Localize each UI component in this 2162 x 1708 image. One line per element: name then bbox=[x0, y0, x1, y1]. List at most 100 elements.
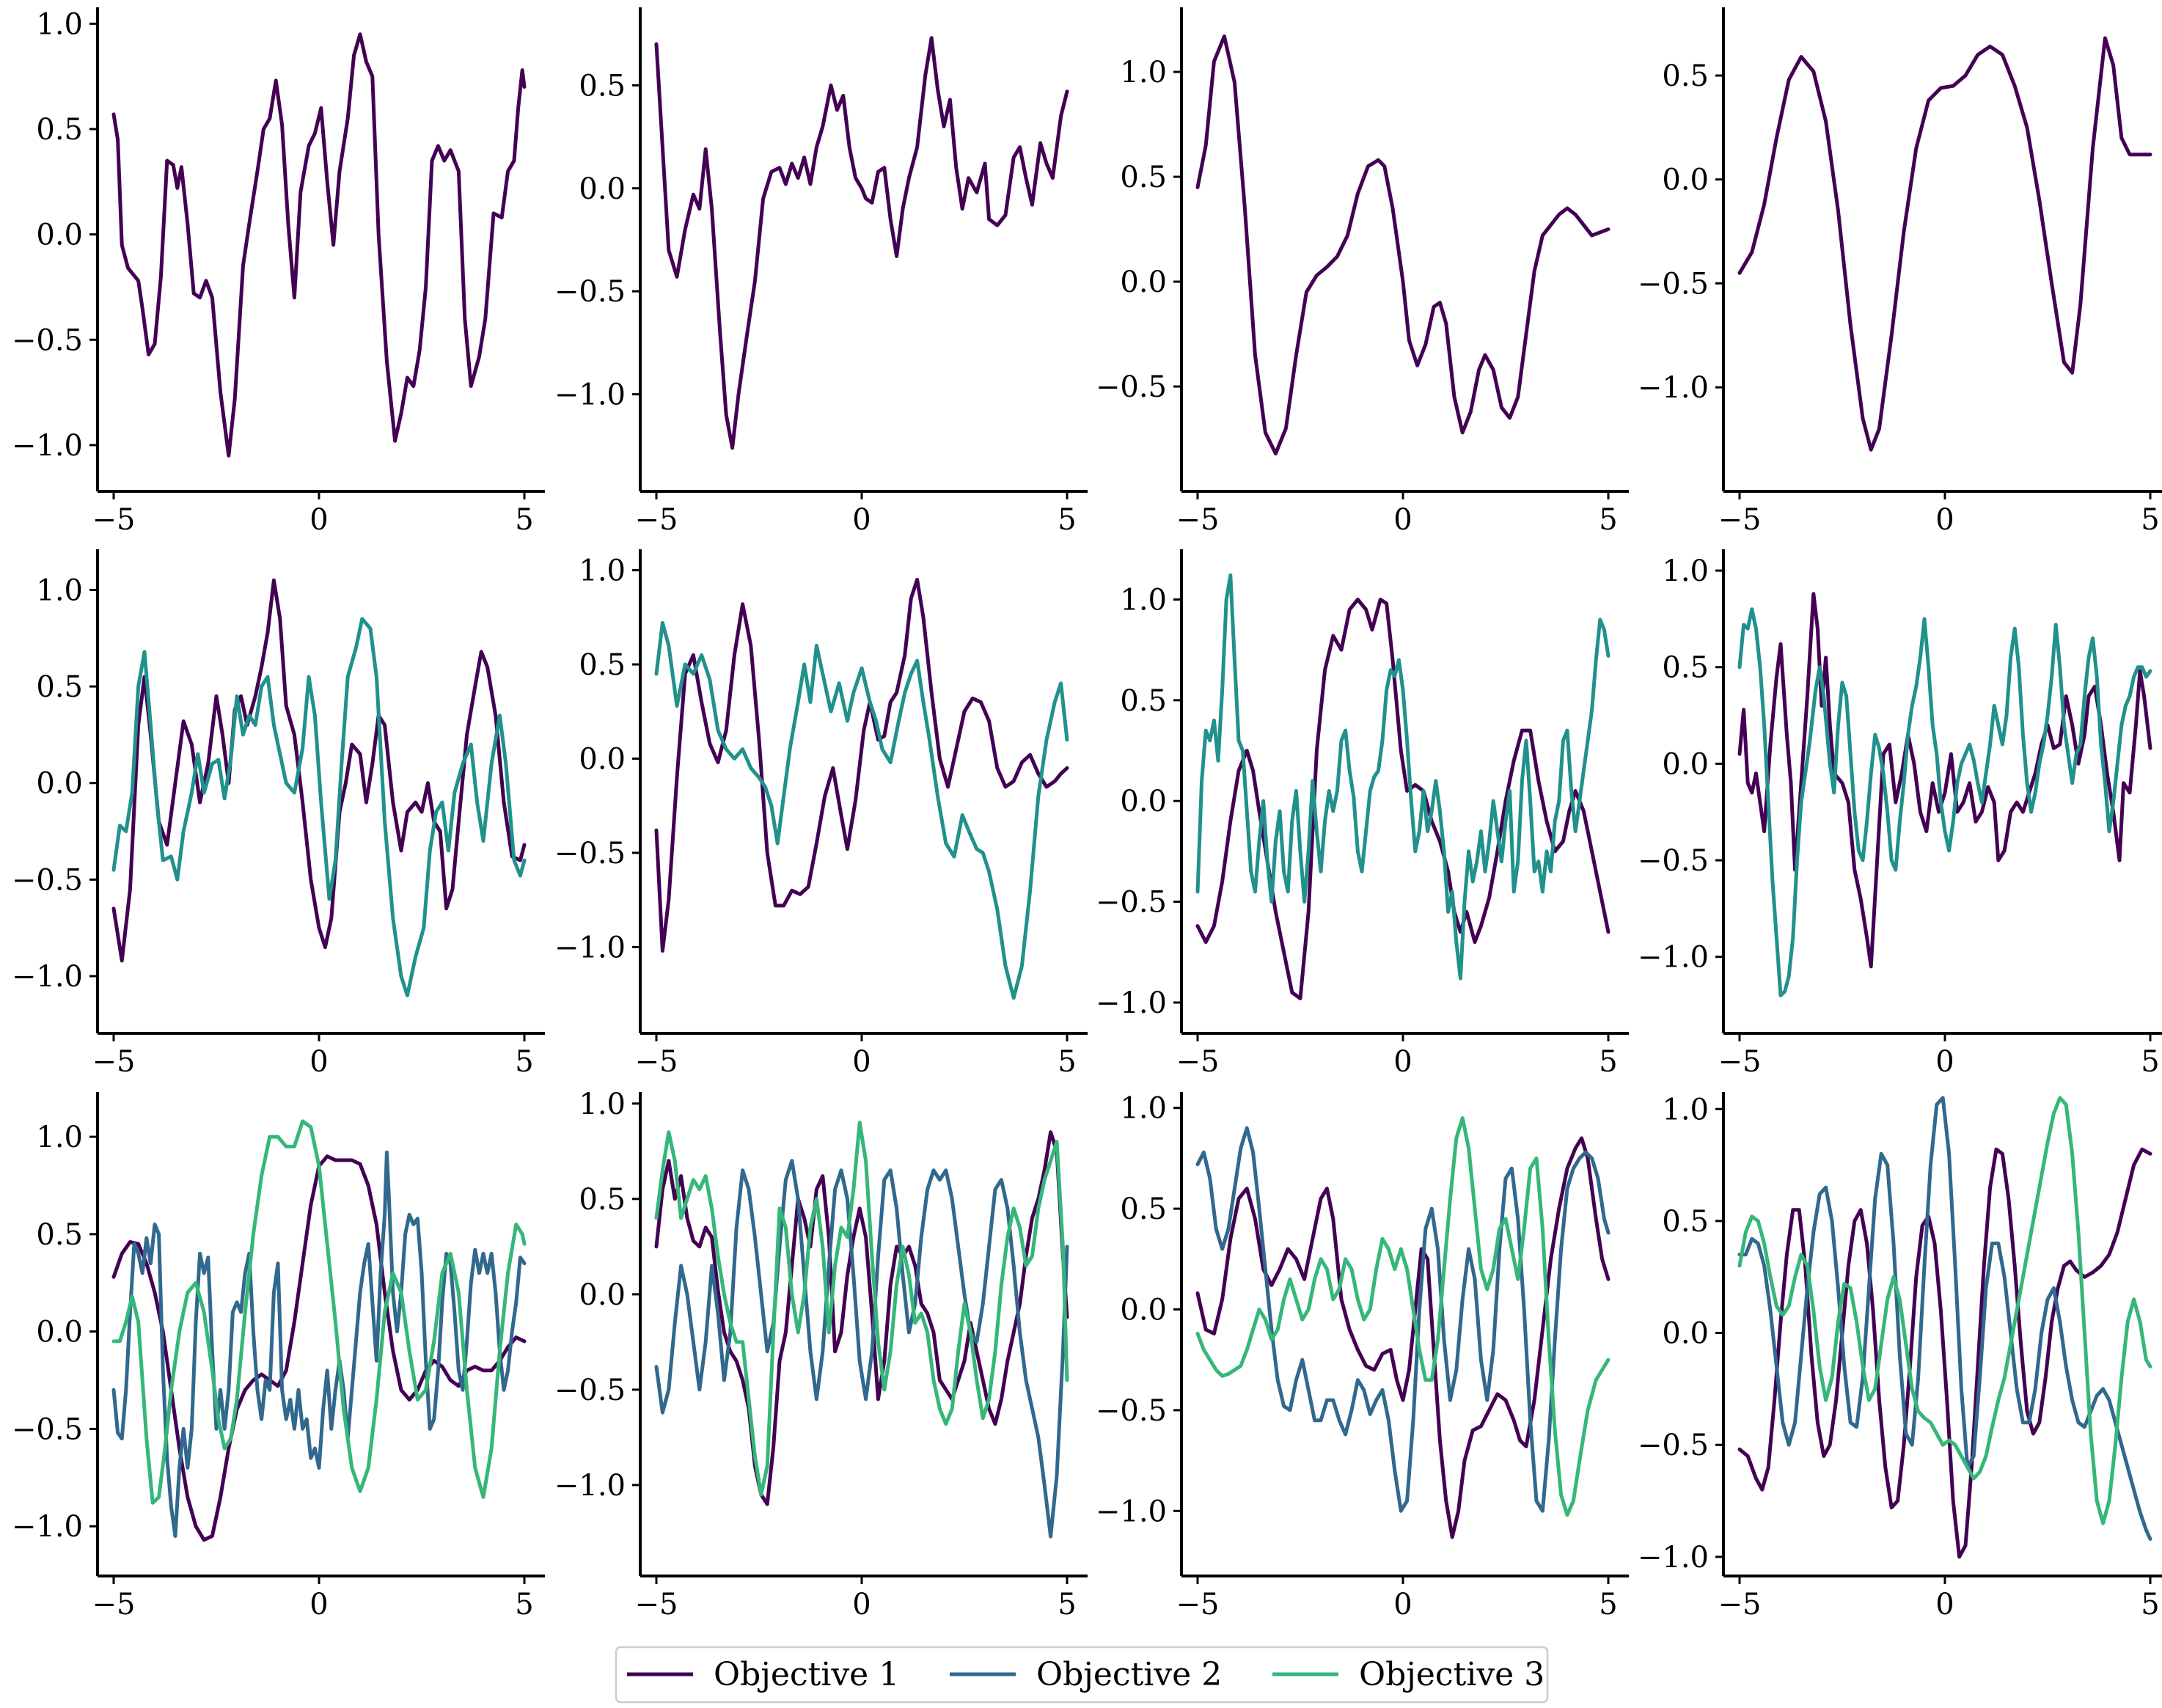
x-tick-label: 5 bbox=[2141, 1588, 2159, 1621]
y-tick-label: 0.0 bbox=[36, 219, 83, 252]
x-tick-label: −5 bbox=[1718, 503, 1762, 537]
x-tick-label: 0 bbox=[1935, 503, 1954, 537]
y-tick-label: 0.0 bbox=[1662, 747, 1709, 781]
y-tick-label: 1.0 bbox=[36, 573, 83, 607]
y-tick-label: −1.0 bbox=[1638, 1541, 1709, 1575]
y-tick-label: 0.0 bbox=[1120, 785, 1167, 818]
y-tick-label: −1.0 bbox=[12, 429, 83, 463]
x-tick-label: 5 bbox=[1058, 1045, 1076, 1079]
series-line-objective-1 bbox=[111, 578, 527, 963]
series-line-objective-2 bbox=[654, 621, 1069, 1000]
x-tick-label: 5 bbox=[1599, 1045, 1617, 1079]
y-tick-label: −0.5 bbox=[1638, 267, 1709, 301]
y-tick-label: 1.0 bbox=[1120, 1092, 1167, 1126]
legend-label-objective-3: Objective 3 bbox=[1359, 1656, 1544, 1693]
x-tick-label: −5 bbox=[1176, 1045, 1220, 1079]
y-tick-label: −1.0 bbox=[1096, 1495, 1167, 1528]
x-tick-label: −5 bbox=[635, 1045, 678, 1079]
series-line-objective-3 bbox=[1195, 1116, 1610, 1517]
y-tick-label: 0.5 bbox=[1120, 1192, 1167, 1226]
y-tick-label: −0.5 bbox=[554, 837, 626, 871]
y-tick-label: −0.5 bbox=[12, 863, 83, 897]
series-line-objective-2 bbox=[654, 1159, 1069, 1539]
y-tick-label: 0.0 bbox=[579, 1278, 626, 1312]
subplot-row2-col4: −1.0 −0.5 0.0 0.5 1.0 −5 0 5 bbox=[1638, 549, 2162, 1079]
series-line-objective-1 bbox=[1737, 36, 2152, 452]
y-tick-label: 0.5 bbox=[1662, 1205, 1709, 1239]
y-tick-label: 0.5 bbox=[1662, 59, 1709, 93]
x-tick-label: −5 bbox=[1718, 1588, 1762, 1621]
y-tick-label: 1.0 bbox=[1120, 583, 1167, 617]
y-tick-label: −1.0 bbox=[554, 378, 626, 412]
y-tick-label: 1.0 bbox=[1662, 554, 1709, 588]
y-tick-label: 0.0 bbox=[1120, 265, 1167, 299]
series-line-objective-1 bbox=[1737, 1147, 2152, 1559]
y-tick-label: 0.5 bbox=[579, 648, 626, 682]
subplot-row1-col2: −1.0 −0.5 0.0 0.5 −5 0 5 bbox=[554, 7, 1088, 537]
subplot-row1-col3: −0.5 0.0 0.5 1.0 −5 0 5 bbox=[1096, 7, 1629, 537]
subplot-grid: −1.0−0.50.00.51.0−5 0 5−1.0−0.50.00.5−5 0 5−… bbox=[12, 7, 2162, 1621]
x-tick-label: 0 bbox=[309, 503, 328, 537]
y-tick-label: −0.5 bbox=[12, 323, 83, 357]
x-tick-label: 0 bbox=[1393, 1045, 1412, 1079]
y-tick-label: −0.5 bbox=[554, 275, 626, 309]
x-tick-label: 0 bbox=[852, 1588, 871, 1621]
y-tick-label: −1.0 bbox=[554, 1469, 626, 1503]
y-tick-label: 1.0 bbox=[1662, 1093, 1709, 1126]
series-line-objective-1 bbox=[1195, 598, 1610, 1000]
x-tick-label: 0 bbox=[309, 1045, 328, 1079]
subplot-row1-col1: −1.0 −0.5 0.0 0.5 1.0 −5 0 5 bbox=[12, 7, 545, 537]
y-tick-label: 0.0 bbox=[579, 172, 626, 206]
series-line-objective-1 bbox=[1195, 34, 1610, 455]
x-tick-label: 5 bbox=[1599, 503, 1617, 537]
x-tick-label: 0 bbox=[309, 1588, 328, 1621]
series-line-objective-2 bbox=[1195, 1126, 1610, 1513]
y-tick-label: −1.0 bbox=[554, 931, 626, 964]
y-tick-label: −1.0 bbox=[1096, 986, 1167, 1020]
legend-frame bbox=[615, 1646, 1549, 1704]
x-tick-label: 5 bbox=[2141, 1045, 2159, 1079]
subplot-row3-col2: −1.0 −0.5 0.0 0.5 1.0 −5 0 5 bbox=[554, 1088, 1088, 1621]
y-tick-label: 0.0 bbox=[1662, 164, 1709, 197]
y-tick-label: −1.0 bbox=[12, 960, 83, 994]
series-line-objective-1 bbox=[654, 577, 1069, 953]
subplot-row3-col1: −1.0 −0.5 0.0 0.5 1.0 −5 0 5 bbox=[12, 1092, 545, 1621]
y-tick-label: −0.5 bbox=[1638, 844, 1709, 878]
series-line-objective-2 bbox=[111, 617, 527, 997]
y-tick-label: −0.5 bbox=[12, 1412, 83, 1446]
x-tick-label: 5 bbox=[2141, 503, 2159, 537]
x-tick-label: −5 bbox=[1176, 503, 1220, 537]
y-tick-label: −1.0 bbox=[1638, 371, 1709, 405]
y-tick-label: −0.5 bbox=[1638, 1429, 1709, 1462]
x-tick-label: 0 bbox=[1935, 1588, 1954, 1621]
x-tick-label: 5 bbox=[515, 1588, 533, 1621]
y-tick-label: 1.0 bbox=[1120, 56, 1167, 89]
y-tick-label: −0.5 bbox=[1096, 886, 1167, 920]
x-tick-label: −5 bbox=[92, 503, 136, 537]
y-tick-label: 0.5 bbox=[36, 1218, 83, 1252]
x-tick-label: −5 bbox=[92, 1045, 136, 1079]
x-tick-label: 5 bbox=[515, 503, 533, 537]
y-tick-label: 0.0 bbox=[579, 742, 626, 776]
series-line-objective-2 bbox=[111, 1150, 527, 1538]
y-tick-label: 1.0 bbox=[579, 1088, 626, 1121]
x-tick-label: 5 bbox=[515, 1045, 533, 1079]
x-tick-label: −5 bbox=[1176, 1588, 1220, 1621]
legend-label-objective-1: Objective 1 bbox=[714, 1656, 899, 1693]
series-line-objective-2 bbox=[1737, 607, 2152, 997]
legend-label-objective-2: Objective 2 bbox=[1036, 1656, 1222, 1693]
series-line-objective-3 bbox=[1737, 1096, 2152, 1525]
subplot-row3-col4: −1.0 −0.5 0.0 0.5 1.0 −5 0 5 bbox=[1638, 1092, 2162, 1621]
y-tick-label: 0.5 bbox=[579, 69, 626, 103]
y-tick-label: −0.5 bbox=[554, 1374, 626, 1407]
x-tick-label: −5 bbox=[635, 1588, 678, 1621]
x-tick-label: −5 bbox=[92, 1588, 136, 1621]
x-tick-label: 0 bbox=[1935, 1045, 1954, 1079]
series-line-objective-1 bbox=[654, 36, 1069, 450]
y-tick-label: 0.0 bbox=[36, 1316, 83, 1349]
y-tick-label: 0.5 bbox=[1120, 684, 1167, 718]
x-tick-label: 0 bbox=[1393, 503, 1412, 537]
y-tick-label: 0.0 bbox=[36, 767, 83, 801]
series-line-objective-3 bbox=[111, 1119, 527, 1505]
